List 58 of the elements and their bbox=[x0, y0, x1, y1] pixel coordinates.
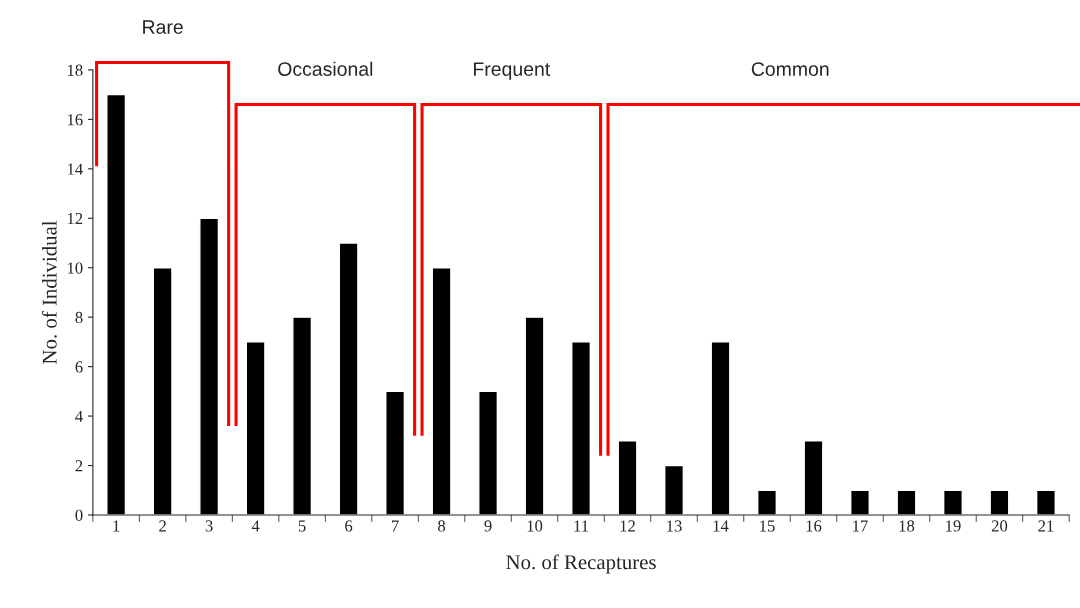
x-tick-label: 10 bbox=[527, 520, 543, 532]
x-tick-label: 7 bbox=[392, 520, 399, 532]
annotation: Occasional bbox=[278, 61, 373, 76]
x-tick-label: 19 bbox=[946, 520, 961, 532]
bar bbox=[152, 267, 173, 515]
x-tick-label: 11 bbox=[574, 520, 589, 532]
y-tick-label: 6 bbox=[75, 361, 83, 373]
text: Rare bbox=[143, 20, 183, 34]
bar bbox=[617, 440, 638, 515]
x-tick-label: 13 bbox=[667, 520, 682, 532]
y-tick-label: 18 bbox=[67, 64, 83, 76]
bar bbox=[199, 217, 220, 515]
x-tick-label: 18 bbox=[899, 520, 915, 532]
x-tick-label: 9 bbox=[484, 520, 492, 532]
bar bbox=[385, 390, 406, 515]
bar bbox=[106, 93, 127, 515]
bar bbox=[757, 489, 777, 515]
x-tick-label: 14 bbox=[713, 520, 729, 532]
x-tick-label: 6 bbox=[345, 520, 353, 532]
y-tick-label: 12 bbox=[67, 213, 83, 225]
x-tick-label: 16 bbox=[806, 520, 822, 532]
bar bbox=[803, 440, 824, 515]
x-tick-label: 12 bbox=[620, 520, 635, 532]
bar bbox=[431, 267, 452, 515]
x-tick-label: 8 bbox=[438, 520, 446, 532]
bar bbox=[710, 341, 731, 515]
bar bbox=[989, 489, 1010, 515]
bar bbox=[292, 316, 313, 515]
bar bbox=[478, 390, 499, 515]
x-axis-title: No. of Recaptures bbox=[506, 554, 656, 574]
bar bbox=[849, 489, 870, 515]
x-tick-label: 20 bbox=[991, 520, 1008, 532]
y-tick-label: 4 bbox=[75, 410, 83, 422]
y-axis-title: No. of Individual bbox=[41, 220, 57, 364]
annotation: Common bbox=[751, 62, 829, 76]
x-tick-label: 15 bbox=[760, 520, 775, 532]
bar bbox=[338, 242, 359, 515]
bar bbox=[245, 341, 266, 515]
x-tick-label: 21 bbox=[1038, 520, 1054, 532]
y-tick-label: 16 bbox=[67, 114, 83, 126]
x-tick-label: 5 bbox=[298, 520, 306, 532]
y-tick-label: 14 bbox=[67, 163, 83, 175]
bar bbox=[524, 316, 545, 515]
bar bbox=[942, 489, 963, 515]
bar bbox=[896, 489, 917, 515]
x-tick-label: 3 bbox=[205, 520, 213, 532]
x-tick-label: 2 bbox=[159, 520, 166, 532]
y-tick-label: 0 bbox=[75, 509, 83, 521]
y-tick-label: 2 bbox=[75, 460, 83, 472]
bar bbox=[571, 341, 592, 515]
y-tick-label: 8 bbox=[75, 311, 83, 324]
annotation: Frequent bbox=[473, 62, 551, 80]
y-tick-label: 10 bbox=[67, 262, 83, 274]
x-tick-label: 17 bbox=[853, 520, 868, 532]
bar bbox=[664, 464, 685, 515]
x-tick-label: 1 bbox=[113, 520, 120, 532]
x-tick-label: 4 bbox=[251, 520, 260, 532]
bar bbox=[1035, 489, 1056, 515]
